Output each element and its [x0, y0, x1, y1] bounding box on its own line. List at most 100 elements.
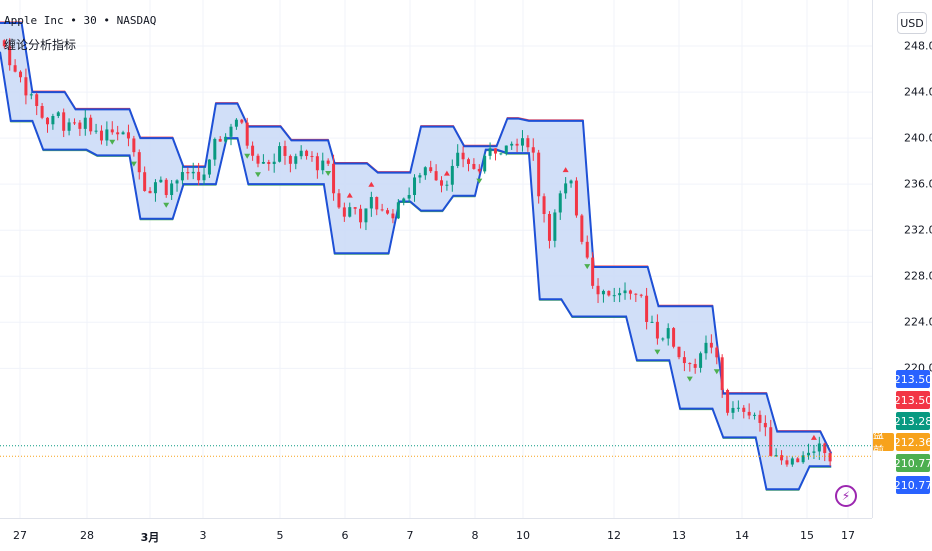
candle-body [628, 290, 632, 294]
price-tag: 210.77 [894, 476, 932, 494]
candle-body [175, 180, 179, 184]
candle-body [83, 117, 87, 129]
time-axis[interactable]: 27 28 3月 3 5 6 7 8 10 12 13 14 15 17 [0, 518, 872, 551]
time-axis-label: 14 [735, 529, 749, 542]
fractal-marker [713, 369, 720, 375]
candle-body [537, 152, 541, 197]
candle-body [769, 427, 773, 457]
candle-body [299, 150, 303, 157]
candle-body [213, 138, 217, 160]
candle-body [375, 197, 379, 210]
candle-body [137, 152, 141, 173]
candle-body [29, 94, 33, 96]
candle-body [89, 117, 93, 132]
candle-body [715, 347, 719, 358]
candle-body [601, 290, 605, 295]
chart-canvas[interactable] [0, 0, 872, 518]
candle-body [515, 143, 519, 146]
candle-body [224, 136, 228, 142]
lightning-icon[interactable]: ⚡ [835, 485, 857, 507]
candle-body [72, 122, 76, 124]
fractal-marker [368, 181, 375, 187]
candle-body [445, 184, 449, 186]
price-tag: 213.50 [894, 370, 932, 388]
candle-body [186, 172, 190, 174]
price-axis-label: 248.00 [904, 39, 932, 53]
indicator-title[interactable]: 缠论分析指标 [4, 38, 77, 52]
fractal-marker [443, 170, 450, 176]
candle-body [531, 147, 535, 153]
candle-body [45, 117, 49, 125]
candle-body [709, 342, 713, 348]
time-axis-label: 8 [471, 529, 479, 542]
candle-body [434, 171, 438, 181]
candle-body [510, 143, 514, 146]
time-axis-label: 13 [672, 529, 686, 542]
candle-body [35, 94, 39, 106]
candle-body [245, 122, 249, 146]
candle-body [143, 172, 147, 191]
price-chart[interactable] [0, 0, 872, 518]
time-axis-label: 12 [607, 529, 621, 542]
price-axis-label: 232.00 [904, 223, 932, 237]
candle-body [391, 213, 395, 219]
candle-body [337, 193, 341, 208]
candle-body [520, 138, 524, 146]
currency-button[interactable]: USD [897, 12, 927, 34]
price-tag: 212.36 [894, 433, 932, 451]
candle-body [256, 155, 260, 164]
candle-body [488, 148, 492, 156]
time-axis-label: 15 [800, 529, 814, 542]
candle-body [164, 179, 168, 196]
candle-body [288, 155, 292, 164]
candle-body [591, 257, 595, 286]
candle-body [461, 152, 465, 160]
band-upper-line [0, 22, 833, 454]
candle-body [218, 138, 222, 142]
time-axis-label: 28 [80, 529, 94, 542]
candle-body [758, 414, 762, 423]
candle-body [99, 130, 103, 141]
time-axis-label: 3月 [140, 531, 160, 544]
fractal-marker [130, 161, 137, 167]
candle-body [386, 210, 390, 214]
fractal-marker [562, 167, 569, 173]
candle-body [807, 452, 811, 456]
candle-body [78, 122, 82, 129]
candle-body [126, 132, 130, 139]
candle-body [688, 363, 692, 365]
candle-body [763, 422, 767, 428]
candle-body [466, 159, 470, 164]
candle-body [51, 115, 55, 125]
candle-body [170, 183, 174, 196]
zhongshu-band [0, 23, 832, 490]
candle-body [693, 364, 697, 368]
candle-body [272, 161, 276, 164]
candle-body [418, 175, 422, 178]
candle-body [369, 197, 373, 209]
fractal-marker [244, 153, 251, 159]
price-axis[interactable] [872, 0, 932, 518]
candle-body [440, 180, 444, 186]
candle-body [817, 443, 821, 452]
candle-body [650, 321, 654, 323]
time-axis-label: 3 [199, 529, 207, 542]
candle-body [283, 146, 287, 156]
candle-body [305, 150, 309, 157]
candle-body [655, 321, 659, 339]
candle-body [180, 172, 184, 181]
candle-body [726, 389, 730, 413]
candle-body [40, 105, 44, 118]
candle-body [569, 180, 573, 184]
candle-body [672, 328, 676, 347]
candle-body [450, 165, 454, 185]
candle-body [429, 167, 433, 172]
time-axis-label: 27 [13, 529, 27, 542]
candle-body [94, 130, 98, 132]
candle-body [574, 180, 578, 216]
candle-body [315, 156, 319, 171]
candle-body [645, 295, 649, 322]
candle-body [472, 163, 476, 169]
candle-body [623, 290, 627, 294]
candle-body [402, 198, 406, 203]
